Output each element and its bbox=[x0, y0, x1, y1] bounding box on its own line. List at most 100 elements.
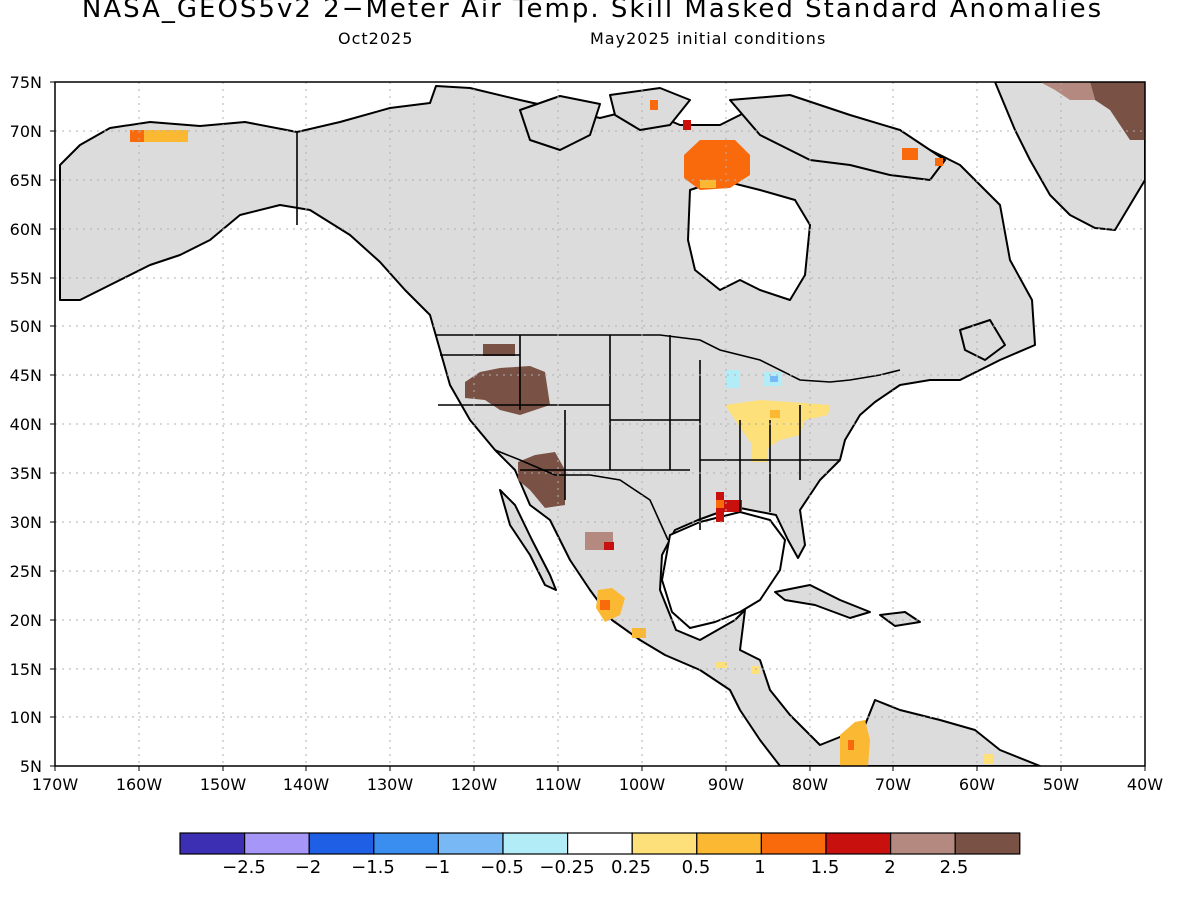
colorbar-swatch bbox=[437, 832, 504, 855]
colorbar-label: 2 bbox=[884, 857, 895, 878]
longitude-labels: 170W 160W 150W 140W 130W 120W 110W 100W … bbox=[32, 775, 1163, 794]
colorbar-label: −1 bbox=[424, 857, 451, 878]
lat-label: 65N bbox=[10, 171, 42, 190]
anomaly-cell bbox=[935, 158, 943, 166]
lon-label: 160W bbox=[116, 775, 163, 794]
lat-label: 25N bbox=[10, 562, 42, 581]
anomaly-cell bbox=[604, 542, 614, 550]
lat-label: 35N bbox=[10, 464, 42, 483]
colorbar-swatch bbox=[954, 832, 1021, 855]
lon-label: 150W bbox=[200, 775, 247, 794]
lat-label: 50N bbox=[10, 317, 42, 336]
lat-label: 45N bbox=[10, 366, 42, 385]
colorbar-label: −0.5 bbox=[480, 857, 524, 878]
anomaly-cell bbox=[600, 600, 610, 610]
grid-lines bbox=[55, 82, 1145, 766]
gulf-of-mexico-water bbox=[661, 511, 786, 629]
anomaly-cell bbox=[725, 400, 830, 450]
colorbar-labels: −2.5 −2 −1.5 −1 −0.5 −0.25 0.25 0.5 1 1.… bbox=[222, 857, 968, 878]
colorbar-label: 1 bbox=[754, 857, 765, 878]
anomaly-cell bbox=[840, 720, 870, 766]
lon-label: 70W bbox=[875, 775, 911, 794]
anomaly-cell bbox=[465, 366, 550, 415]
state-lines bbox=[438, 335, 840, 530]
lon-label: 110W bbox=[535, 775, 582, 794]
colorbar-swatch bbox=[308, 832, 375, 855]
land-layer bbox=[59, 82, 1145, 766]
colorbar-label: 0.5 bbox=[682, 857, 711, 878]
anomaly-cell bbox=[752, 440, 768, 462]
map-area bbox=[55, 82, 1145, 766]
lon-label: 40W bbox=[1127, 775, 1163, 794]
colorbar-label: −2.5 bbox=[222, 857, 266, 878]
anomaly-cell bbox=[483, 344, 515, 356]
colorbar-swatch bbox=[696, 832, 762, 855]
lat-label: 30N bbox=[10, 513, 42, 532]
anomaly-cell bbox=[724, 500, 742, 512]
colorbar-swatch bbox=[889, 832, 956, 855]
lon-label: 80W bbox=[792, 775, 828, 794]
colorbar-swatch bbox=[631, 832, 698, 855]
political-borders bbox=[296, 132, 901, 541]
colorbar-label: −2 bbox=[295, 857, 322, 878]
axis-ticks bbox=[50, 81, 1146, 771]
lat-label: 75N bbox=[10, 73, 42, 92]
colorbar-swatch bbox=[825, 832, 892, 855]
anomaly-cell bbox=[130, 130, 188, 142]
us-canada-border bbox=[436, 334, 901, 383]
lat-label: 20N bbox=[10, 611, 42, 630]
lon-label: 60W bbox=[959, 775, 995, 794]
cuba-land bbox=[774, 584, 871, 619]
anomaly-cell bbox=[684, 140, 750, 190]
colorbar-swatch bbox=[502, 832, 569, 855]
anomaly-cell bbox=[700, 180, 716, 188]
arctic-island-1 bbox=[519, 95, 601, 151]
anomaly-cell bbox=[650, 100, 658, 110]
newfoundland-land bbox=[959, 319, 1006, 361]
colorbar-swatch bbox=[373, 832, 439, 855]
anomaly-cell bbox=[752, 666, 760, 674]
lat-label: 40N bbox=[10, 415, 42, 434]
lon-label: 100W bbox=[619, 775, 666, 794]
anomaly-cell bbox=[716, 500, 724, 508]
lon-label: 140W bbox=[283, 775, 330, 794]
anomaly-cell bbox=[984, 754, 994, 764]
lat-label: 10N bbox=[10, 708, 42, 727]
lon-label: 120W bbox=[451, 775, 498, 794]
colorbar-swatch bbox=[760, 832, 827, 855]
lat-label: 55N bbox=[10, 269, 42, 288]
lon-label: 50W bbox=[1043, 775, 1079, 794]
anomaly-cell bbox=[1090, 82, 1145, 140]
anomaly-cell bbox=[632, 628, 646, 638]
map-title: NASA_GEOS5v2 2−Meter Air Temp. Skill Mas… bbox=[81, 0, 1104, 24]
colorbar-swatch bbox=[244, 832, 310, 855]
anomaly-cell bbox=[716, 662, 728, 668]
colorbar bbox=[179, 832, 1021, 855]
colorbar-label: −1.5 bbox=[351, 857, 395, 878]
anomaly-cell bbox=[770, 410, 780, 418]
latitude-labels: 75N 70N 65N 60N 55N 50N 45N 40N 35N 30N … bbox=[10, 73, 42, 776]
colorbar-label: 2.5 bbox=[940, 857, 969, 878]
anomaly-cell bbox=[902, 148, 918, 160]
colorbar-label: 0.25 bbox=[611, 857, 651, 878]
anomaly-cell bbox=[726, 370, 740, 388]
lon-label: 170W bbox=[32, 775, 79, 794]
us-mexico-border bbox=[494, 449, 669, 541]
anomaly-cell bbox=[1040, 82, 1095, 100]
lat-label: 60N bbox=[10, 220, 42, 239]
colorbar-label: −0.25 bbox=[539, 857, 594, 878]
colorbar-label: 1.5 bbox=[811, 857, 840, 878]
anomaly-cell bbox=[683, 120, 691, 130]
anomaly-cell bbox=[130, 130, 144, 142]
lat-label: 5N bbox=[20, 757, 42, 776]
anomaly-cell bbox=[596, 588, 625, 622]
hispaniola-land bbox=[879, 611, 921, 627]
anomaly-cell bbox=[518, 452, 565, 508]
baffin-island-land bbox=[729, 94, 946, 181]
baja-peninsula-land bbox=[499, 489, 557, 591]
hudson-bay-water bbox=[687, 179, 811, 301]
colorbar-swatch bbox=[179, 832, 246, 855]
lat-label: 70N bbox=[10, 122, 42, 141]
initial-conditions-label: May2025 initial conditions bbox=[590, 29, 827, 48]
